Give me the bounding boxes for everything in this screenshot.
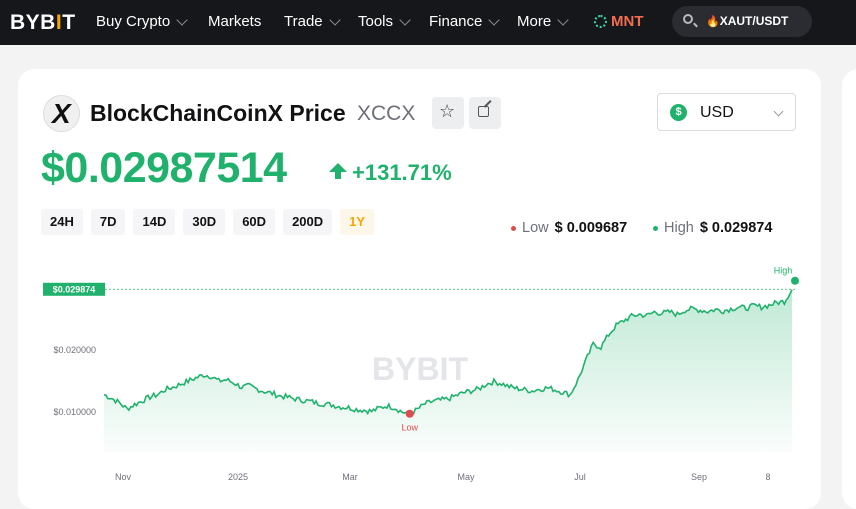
- price-chart[interactable]: BYBIT $0.029874 $0.010000 $0.020000 Low …: [0, 0, 856, 492]
- nav-label: Buy Crypto: [96, 13, 171, 30]
- search-value: XAUT/USDT: [719, 14, 789, 28]
- coin-symbol: XCCX: [357, 102, 416, 125]
- high-value: $ 0.029874: [699, 220, 773, 236]
- top-nav: BYBIT Buy Crypto Markets Trade Tools Fin…: [0, 0, 856, 45]
- x-tick-label: Mar: [342, 472, 358, 482]
- nav-label: Finance: [429, 13, 483, 30]
- logo-end: T: [62, 11, 76, 34]
- coin-logo: X: [43, 95, 80, 132]
- low-label: Low: [522, 220, 549, 236]
- nav-more[interactable]: More: [517, 13, 569, 30]
- star-icon: ☆: [439, 101, 456, 121]
- current-price-tag-label: $0.029874: [53, 284, 96, 294]
- nav-mnt-promo[interactable]: MNT: [594, 13, 644, 30]
- range-1y[interactable]: 1Y: [340, 209, 375, 235]
- usd-icon: $: [670, 104, 687, 121]
- x-tick-label: Jul: [574, 472, 586, 482]
- high-point: [791, 276, 799, 285]
- chart-area: [104, 289, 792, 452]
- search-input[interactable]: 🔥XAUT/USDT: [706, 14, 788, 28]
- current-price-tag: [43, 282, 105, 296]
- nav-label: More: [517, 13, 552, 30]
- high-stat: High $ 0.029874: [653, 220, 772, 236]
- bybit-logo[interactable]: BYBIT: [10, 11, 76, 35]
- share-icon: [478, 106, 489, 117]
- x-tick-label: May: [457, 472, 475, 482]
- y-tick-label: $0.010000: [53, 407, 96, 417]
- nav-label: Trade: [284, 13, 323, 30]
- currency-select[interactable]: $ USD: [657, 93, 796, 131]
- chart-line: [103, 289, 793, 415]
- coin-logo-letter: X: [52, 98, 71, 129]
- range-30d[interactable]: 30D: [183, 209, 226, 235]
- high-label: High: [664, 220, 694, 236]
- arrow-up-icon: [329, 163, 347, 179]
- range-200d[interactable]: 200D: [283, 209, 333, 235]
- low-point: [405, 409, 414, 418]
- x-tick-label: 8: [765, 472, 770, 482]
- range-7d[interactable]: 7D: [90, 209, 126, 235]
- coin-name: BlockChainCoinX Price: [90, 100, 346, 126]
- range-60d[interactable]: 60D: [233, 209, 276, 235]
- nav-tools[interactable]: Tools: [358, 13, 411, 30]
- range-24h[interactable]: 24H: [41, 209, 83, 235]
- nav-markets[interactable]: Markets: [208, 13, 261, 30]
- high-dot: [653, 225, 658, 231]
- nav-buy-crypto[interactable]: Buy Crypto: [96, 13, 188, 30]
- nav-label: Markets: [208, 13, 262, 30]
- mantle-icon: [594, 15, 607, 28]
- x-tick-label: 2025: [228, 472, 248, 482]
- share-button[interactable]: [469, 97, 501, 129]
- low-dot: [511, 225, 516, 231]
- current-price: $0.02987514: [41, 144, 287, 192]
- nav-trade[interactable]: Trade: [284, 13, 341, 30]
- low-marker-label: Low: [402, 423, 419, 433]
- y-tick-label: $0.020000: [53, 345, 96, 355]
- nav-label: Tools: [358, 13, 394, 30]
- logo-text: BYB: [10, 11, 56, 34]
- high-marker-label: High: [774, 266, 793, 276]
- side-panel: [842, 69, 856, 509]
- range-14d[interactable]: 14D: [133, 209, 176, 235]
- price-change: +131.71%: [352, 160, 452, 185]
- flame-icon: 🔥: [706, 16, 720, 28]
- search-box[interactable]: 🔥XAUT/USDT: [672, 6, 812, 37]
- range-tabs: 24H 7D 14D 30D 60D 200D 1Y: [41, 209, 375, 235]
- promo-label: MNT: [611, 13, 644, 30]
- x-tick-label: Nov: [115, 472, 132, 482]
- favorite-button[interactable]: ☆: [432, 97, 464, 129]
- currency-value: USD: [700, 104, 734, 121]
- nav-finance[interactable]: Finance: [429, 13, 501, 30]
- x-tick-label: Sep: [691, 472, 707, 482]
- low-value: $ 0.009687: [554, 220, 628, 236]
- chart-watermark: BYBIT: [372, 351, 468, 387]
- low-stat: Low $ 0.009687: [511, 220, 627, 236]
- logo-bar: I: [55, 11, 63, 34]
- search-icon: [683, 14, 693, 24]
